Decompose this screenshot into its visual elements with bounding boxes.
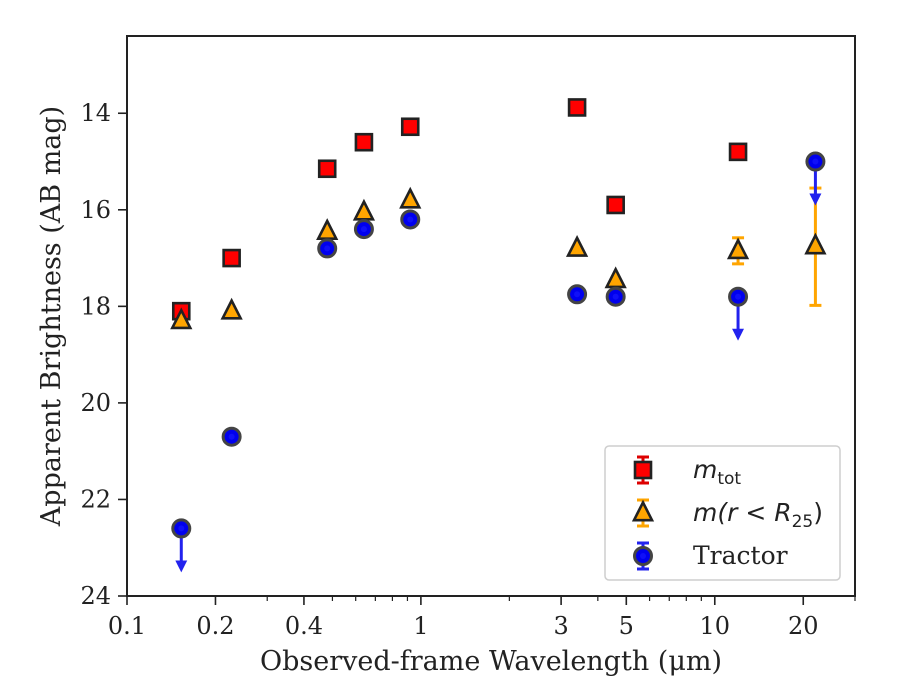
x-tick-label: 10 bbox=[700, 612, 731, 640]
square-point bbox=[317, 159, 337, 179]
triangle-point bbox=[399, 186, 422, 209]
triangle-point bbox=[352, 198, 376, 221]
x-axis-label: Observed-frame Wavelength (μm) bbox=[260, 646, 722, 677]
legend-marker-square bbox=[633, 460, 653, 480]
legend-box bbox=[604, 445, 841, 581]
axes: 0.1 0.2 0.4 1 3 5 10 20 14 16 18 20 22 24 bbox=[80, 35, 856, 640]
legend: mtot m(r < R25) Tractor bbox=[604, 445, 841, 581]
x-tick-label: 3 bbox=[553, 612, 568, 640]
triangle-point bbox=[804, 232, 827, 255]
x-tick-label: 1 bbox=[413, 612, 428, 640]
y-tick-label: 14 bbox=[80, 99, 111, 127]
square-point bbox=[400, 117, 420, 137]
triangle-point bbox=[726, 237, 750, 260]
square-point bbox=[728, 142, 748, 162]
series-circle bbox=[171, 151, 826, 573]
x-tick-label: 0.1 bbox=[108, 612, 146, 640]
x-tick-label: 20 bbox=[788, 612, 819, 640]
x-tick-label: 0.2 bbox=[196, 612, 234, 640]
x-tick-label: 5 bbox=[619, 612, 634, 640]
circle-point-core bbox=[574, 291, 581, 298]
plot-frame bbox=[126, 35, 856, 597]
triangle-point bbox=[220, 297, 243, 320]
y-tick-label: 16 bbox=[80, 196, 111, 224]
triangle-point bbox=[565, 235, 589, 257]
circle-point-core bbox=[324, 245, 331, 252]
triangle-point bbox=[604, 266, 627, 289]
circle-point-core bbox=[612, 293, 619, 300]
circle-point-core bbox=[735, 293, 742, 300]
series-triangle bbox=[170, 186, 827, 330]
square-point bbox=[567, 98, 587, 117]
triangle-point bbox=[316, 218, 339, 240]
plot-marks bbox=[170, 98, 827, 573]
series-square bbox=[171, 98, 748, 321]
circle-point-core bbox=[812, 158, 819, 165]
legend-label-0: mtot bbox=[693, 455, 741, 489]
y-tick-label: 22 bbox=[80, 485, 111, 513]
legend-marker-triangle bbox=[631, 499, 655, 522]
x-tick-label: 0.4 bbox=[285, 612, 323, 640]
square-point bbox=[222, 248, 241, 268]
circle-point-core bbox=[360, 226, 367, 233]
y-tick-label: 18 bbox=[80, 292, 111, 320]
circle-point-core bbox=[178, 525, 185, 532]
y-axis-label: Apparent Brightness (AB mag) bbox=[36, 106, 67, 527]
legend-marker-circle-core bbox=[640, 553, 646, 559]
circle-point-core bbox=[407, 216, 414, 223]
triangle-point bbox=[170, 307, 193, 330]
y-tick-label: 20 bbox=[80, 389, 111, 417]
legend-label-1: m(r < R25) bbox=[693, 498, 823, 532]
square-point bbox=[354, 132, 374, 152]
square-point bbox=[606, 195, 625, 215]
y-tick-label: 24 bbox=[80, 582, 111, 610]
legend-label-2: Tractor bbox=[693, 541, 788, 570]
circle-point-core bbox=[228, 433, 235, 440]
